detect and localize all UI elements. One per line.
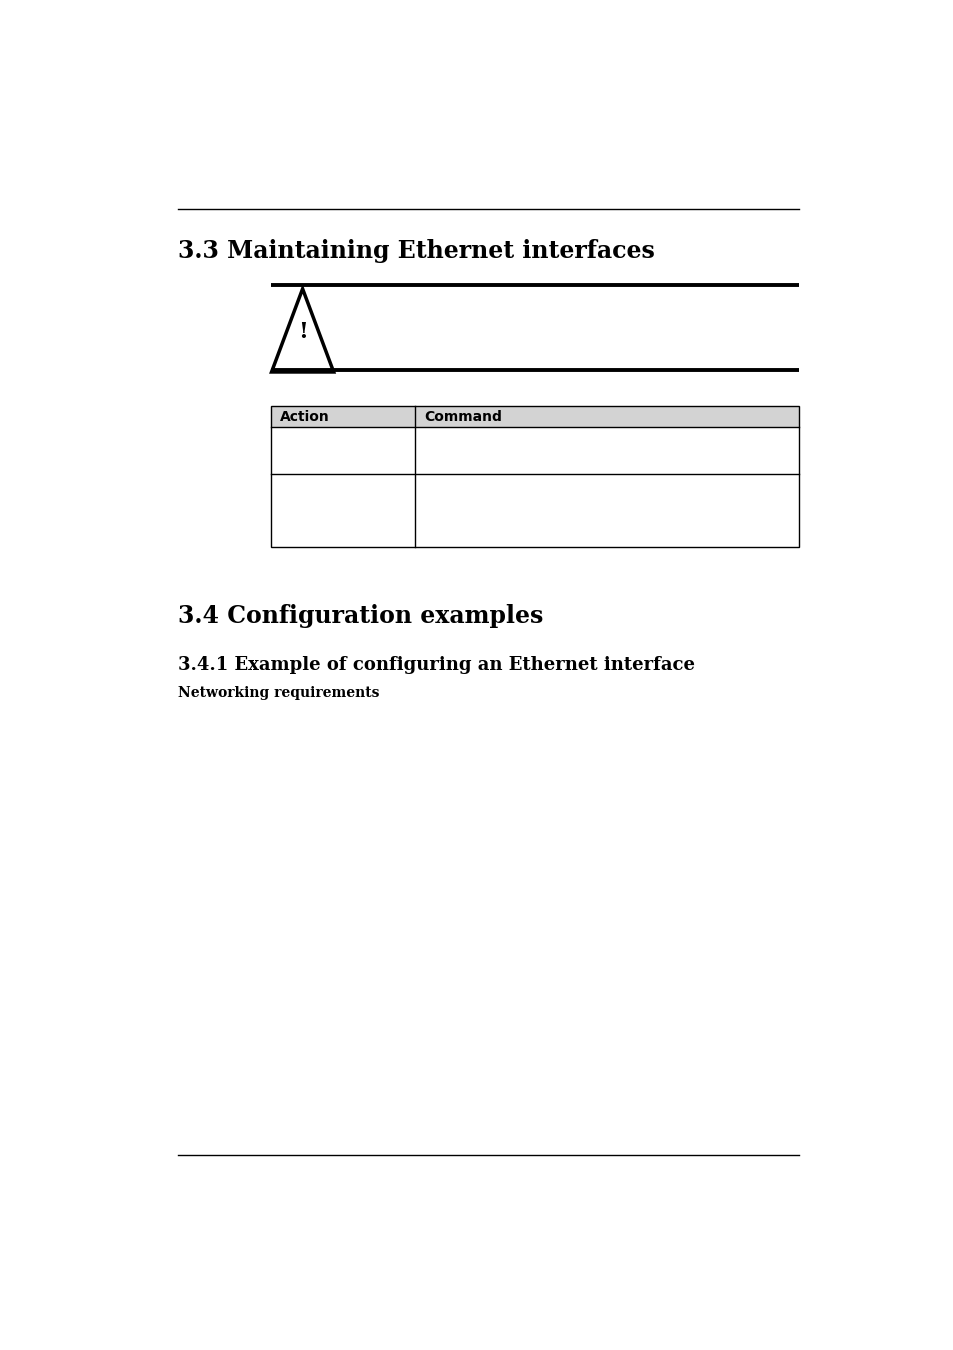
- Text: Action: Action: [279, 409, 329, 424]
- Bar: [271, 406, 799, 547]
- Text: 3.3 Maintaining Ethernet interfaces: 3.3 Maintaining Ethernet interfaces: [178, 239, 655, 263]
- Bar: [271, 406, 799, 427]
- Text: Command: Command: [423, 409, 501, 424]
- Text: !: !: [297, 321, 307, 343]
- Text: Networking requirements: Networking requirements: [178, 686, 379, 699]
- Text: 3.4 Configuration examples: 3.4 Configuration examples: [178, 603, 543, 628]
- Text: 3.4.1 Example of configuring an Ethernet interface: 3.4.1 Example of configuring an Ethernet…: [178, 656, 695, 674]
